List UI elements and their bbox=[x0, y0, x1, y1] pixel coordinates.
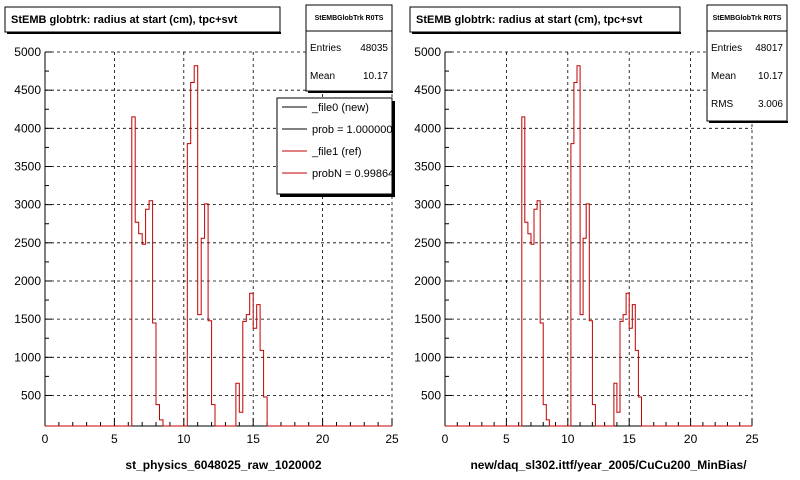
y-tick-label: 4000 bbox=[14, 121, 41, 135]
y-tick-label: 3000 bbox=[414, 198, 441, 212]
histogram-bin bbox=[623, 315, 626, 426]
x-tick-label: 25 bbox=[385, 432, 399, 446]
histogram-bin bbox=[156, 405, 159, 426]
histogram-bin bbox=[589, 321, 592, 426]
stats-label: Mean bbox=[310, 71, 335, 82]
stats-box: StEMBGlobTrk R0TS Entries 48017 Mean 10.17 RM… bbox=[706, 4, 788, 123]
stats-box-frame bbox=[305, 4, 393, 92]
x-tick-label: 5 bbox=[503, 432, 510, 446]
histogram-bin bbox=[629, 328, 632, 426]
histogram-series-outline bbox=[445, 65, 752, 427]
stats-value: 3.006 bbox=[758, 99, 783, 110]
stats-label: RMS bbox=[711, 99, 734, 110]
stats-name: StEMBGlobTrk R0TS bbox=[713, 15, 782, 22]
y-tick-label: 3500 bbox=[14, 159, 41, 173]
stats-value: 10.17 bbox=[758, 71, 783, 82]
histogram-bin bbox=[194, 66, 197, 426]
y-tick-label: 4500 bbox=[14, 83, 41, 97]
y-tick-label: 4000 bbox=[414, 121, 441, 135]
histogram-bin bbox=[146, 209, 149, 426]
y-tick-label: 4500 bbox=[414, 83, 441, 97]
histogram-bin bbox=[142, 244, 145, 426]
histogram-bin bbox=[149, 201, 152, 426]
y-tick-label: 2000 bbox=[14, 274, 41, 288]
histogram-bin bbox=[264, 397, 267, 426]
histogram-bin bbox=[583, 238, 586, 426]
x-axis-label: st_physics_6048025_raw_1020002 bbox=[125, 458, 321, 472]
x-tick-label: 10 bbox=[561, 432, 575, 446]
stats-value: 10.17 bbox=[363, 71, 388, 82]
histogram-bin bbox=[253, 328, 256, 426]
stats-box-frame bbox=[706, 4, 788, 122]
legend-label: _file0 (new) bbox=[311, 102, 369, 114]
histogram-bin bbox=[205, 204, 208, 426]
x-tick-label: 10 bbox=[177, 432, 191, 446]
stats-label: Mean bbox=[711, 71, 736, 82]
stats-value: 48017 bbox=[755, 43, 783, 54]
legend-label: _file1 (ref) bbox=[311, 146, 362, 158]
legend: _file0 (new) prob = 1.000000 _file1 (ref) p… bbox=[276, 97, 400, 197]
histogram-bin bbox=[580, 315, 583, 426]
histogram-bin bbox=[250, 293, 253, 426]
histogram-bin bbox=[160, 420, 163, 426]
histogram-bin bbox=[208, 321, 211, 426]
stats-label: Entries bbox=[711, 43, 742, 54]
histogram-series-outline bbox=[45, 65, 392, 427]
legend-label: probN = 0.998640 bbox=[312, 168, 400, 180]
y-tick-label: 2500 bbox=[414, 236, 441, 250]
y-tick-label: 500 bbox=[21, 388, 41, 402]
legend-frame bbox=[276, 97, 393, 195]
y-tick-label: 3000 bbox=[14, 198, 41, 212]
y-tick-label: 5000 bbox=[414, 45, 441, 59]
x-tick-label: 5 bbox=[111, 432, 118, 446]
stats-name: StEMBGlobTrk R0TS bbox=[315, 15, 384, 22]
histogram-bin bbox=[191, 83, 194, 426]
histogram-bin bbox=[574, 83, 577, 426]
x-tick-label: 25 bbox=[745, 432, 759, 446]
y-tick-label: 2000 bbox=[414, 274, 441, 288]
x-axis-label: new/daq_sl302.ittf/year_2005/CuCu200_Min… bbox=[470, 458, 747, 472]
histogram-bin bbox=[528, 234, 531, 426]
chart-title: StEMB globtrk: radius at start (cm), tpc… bbox=[11, 14, 238, 26]
y-tick-label: 2500 bbox=[14, 236, 41, 250]
y-tick-label: 500 bbox=[421, 388, 441, 402]
title-box bbox=[4, 6, 281, 33]
x-tick-label: 15 bbox=[247, 432, 261, 446]
histogram-bin bbox=[139, 234, 142, 426]
x-tick-label: 0 bbox=[442, 432, 449, 446]
y-tick-label: 1500 bbox=[14, 312, 41, 326]
x-tick-label: 20 bbox=[316, 432, 330, 446]
stats-box: StEMBGlobTrk R0TS Entries 48035 Mean 10.17 bbox=[305, 4, 393, 93]
y-tick-label: 1500 bbox=[414, 312, 441, 326]
stats-label: Entries bbox=[310, 43, 341, 54]
histogram-bin bbox=[243, 321, 246, 426]
y-tick-label: 3500 bbox=[414, 159, 441, 173]
stats-value: 48035 bbox=[360, 43, 388, 54]
histogram-bin bbox=[260, 350, 263, 426]
histogram-bin bbox=[531, 244, 534, 426]
y-tick-label: 5000 bbox=[14, 45, 41, 59]
x-tick-label: 0 bbox=[42, 432, 49, 446]
legend-label: prob = 1.000000 bbox=[312, 124, 392, 136]
title-box bbox=[409, 6, 681, 33]
histogram-panel-1: 500 1000 1500 2000 2500 3000 3500 4000 4500 5000 0… bbox=[4, 4, 400, 472]
y-tick-label: 1000 bbox=[414, 350, 441, 364]
histogram-panel-2: 500 1000 1500 2000 2500 3000 3500 4000 4500 5000 0… bbox=[409, 4, 788, 472]
y-tick-label: 1000 bbox=[14, 350, 41, 364]
histogram-bin bbox=[246, 315, 249, 426]
legend-entries: _file0 (new) prob = 1.000000 _file1 (ref) p… bbox=[282, 102, 400, 180]
x-tick-label: 15 bbox=[623, 432, 637, 446]
histogram-bin bbox=[239, 412, 242, 426]
x-tick-label: 20 bbox=[684, 432, 698, 446]
histogram-bin bbox=[198, 315, 201, 426]
chart-title: StEMB globtrk: radius at start (cm), tpc… bbox=[416, 14, 643, 26]
